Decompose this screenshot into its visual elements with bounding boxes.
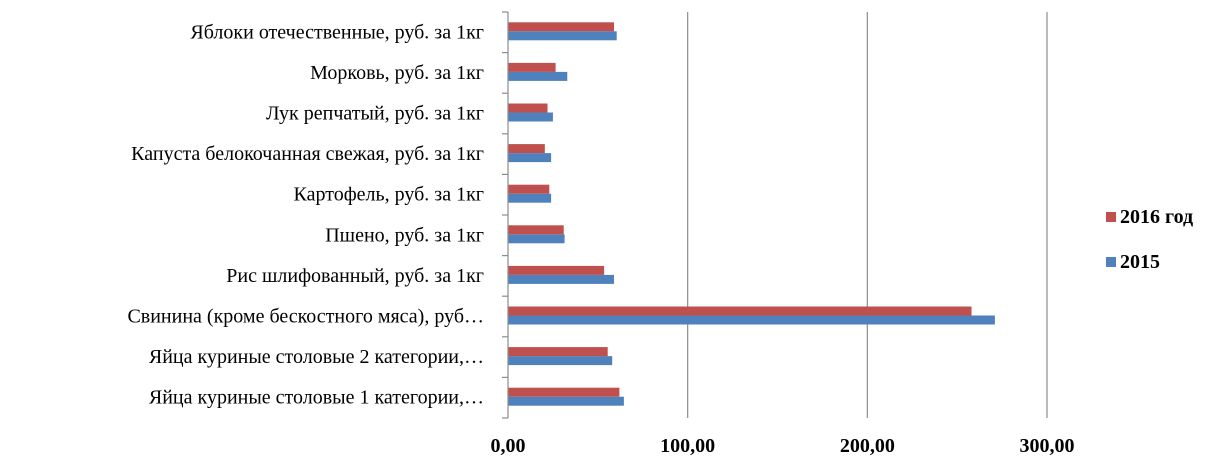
bar-2015 <box>508 71 568 81</box>
category-label: Пшено, руб. за 1кг <box>325 224 484 246</box>
bar-2015 <box>508 193 552 203</box>
bar-2016 <box>508 225 564 235</box>
legend-swatch <box>1106 257 1116 267</box>
bar-2015 <box>508 356 613 366</box>
bar-2015 <box>508 396 624 406</box>
x-tick-labels: 0,00 100,00 200,00 300,00 <box>491 435 1075 457</box>
bar-2016 <box>508 62 556 72</box>
bar-2015 <box>508 112 553 122</box>
bars <box>508 22 995 406</box>
x-tick-label: 300,00 <box>1020 435 1075 457</box>
legend-label: 2015 <box>1120 251 1160 273</box>
bar-2016 <box>508 184 550 194</box>
legend-label: 2016 год <box>1120 206 1193 228</box>
legend-swatch <box>1106 212 1116 222</box>
category-labels: Яйца куриные столовые 1 категории,… Яйца … <box>127 21 484 408</box>
bar-2016 <box>508 347 608 357</box>
bar-2016 <box>508 306 972 316</box>
category-label: Картофель, руб. за 1кг <box>294 184 484 206</box>
legend: 2016 год 2015 <box>1106 206 1193 273</box>
bar-2015 <box>508 31 617 41</box>
category-label: Капуста белокочанная свежая, руб. за 1кг <box>131 143 484 165</box>
bar-2015 <box>508 274 615 284</box>
bar-2016 <box>508 265 605 275</box>
bar-2016 <box>508 22 615 32</box>
x-tick-label: 0,00 <box>491 435 526 457</box>
category-label: Яблоки отечественные, руб. за 1кг <box>190 21 484 43</box>
gridlines <box>687 12 1048 418</box>
category-label: Рис шлифованный, руб. за 1кг <box>226 265 484 287</box>
bar-2015 <box>508 315 995 325</box>
category-label: Свинина (кроме бескостного мяса), руб… <box>127 306 484 328</box>
category-label: Морковь, руб. за 1кг <box>310 62 484 84</box>
bar-2016 <box>508 144 545 154</box>
bar-2016 <box>508 387 620 397</box>
bar-2016 <box>508 103 548 113</box>
category-label: Яйца куриные столовые 1 категории,… <box>149 387 484 409</box>
bar-2015 <box>508 153 552 163</box>
x-tick-label: 100,00 <box>660 435 715 457</box>
axes <box>502 11 509 419</box>
x-tick-label: 200,00 <box>840 435 895 457</box>
category-label: Лук репчатый, руб. за 1кг <box>266 103 484 125</box>
bar-2015 <box>508 234 565 244</box>
category-label: Яйца куриные столовые 2 категории,… <box>149 346 484 368</box>
